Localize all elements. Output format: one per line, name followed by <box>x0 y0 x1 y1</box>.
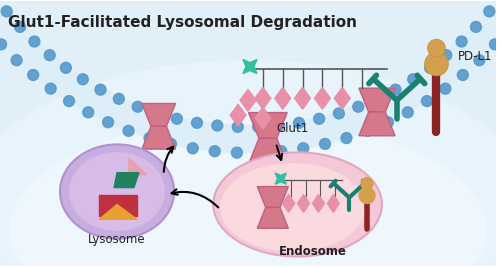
Circle shape <box>28 69 38 80</box>
Circle shape <box>102 117 114 128</box>
Text: Glut1-Facilitated Lysosomal Degradation: Glut1-Facilitated Lysosomal Degradation <box>8 15 357 30</box>
Circle shape <box>458 69 468 80</box>
Circle shape <box>361 178 373 190</box>
Circle shape <box>44 50 55 61</box>
Circle shape <box>192 117 202 128</box>
Circle shape <box>83 107 94 118</box>
Circle shape <box>14 21 26 32</box>
Circle shape <box>372 93 382 104</box>
Circle shape <box>144 133 155 144</box>
Circle shape <box>484 6 495 17</box>
Circle shape <box>188 143 198 154</box>
Circle shape <box>95 84 106 95</box>
Polygon shape <box>114 173 139 187</box>
Circle shape <box>45 83 56 94</box>
Circle shape <box>114 93 124 104</box>
Circle shape <box>456 36 467 47</box>
Circle shape <box>60 62 72 73</box>
Circle shape <box>441 50 452 61</box>
Polygon shape <box>240 89 256 111</box>
Circle shape <box>276 146 286 157</box>
Circle shape <box>253 121 264 132</box>
Circle shape <box>254 147 264 158</box>
Circle shape <box>408 74 418 85</box>
Circle shape <box>298 143 308 154</box>
Polygon shape <box>294 87 310 109</box>
Ellipse shape <box>70 153 164 230</box>
Circle shape <box>390 84 401 95</box>
Polygon shape <box>312 194 324 212</box>
Polygon shape <box>258 187 288 207</box>
Polygon shape <box>230 104 246 126</box>
Circle shape <box>212 120 223 131</box>
Ellipse shape <box>10 120 486 267</box>
Text: Lysosome: Lysosome <box>88 233 146 246</box>
Circle shape <box>359 187 375 203</box>
Text: PD-L1: PD-L1 <box>458 50 493 62</box>
Polygon shape <box>248 113 287 138</box>
Polygon shape <box>248 138 287 164</box>
Circle shape <box>152 108 162 119</box>
Circle shape <box>490 39 500 50</box>
Circle shape <box>273 120 284 131</box>
Circle shape <box>341 133 352 144</box>
Polygon shape <box>142 104 176 126</box>
Polygon shape <box>255 87 271 109</box>
Circle shape <box>232 121 243 132</box>
Polygon shape <box>359 112 395 136</box>
Polygon shape <box>334 87 350 109</box>
Polygon shape <box>275 173 286 184</box>
Polygon shape <box>258 207 288 228</box>
Circle shape <box>294 117 304 128</box>
Circle shape <box>440 83 451 94</box>
Text: Endosome: Endosome <box>278 245 346 258</box>
Circle shape <box>123 125 134 136</box>
Circle shape <box>11 55 22 66</box>
Circle shape <box>232 147 242 158</box>
Circle shape <box>0 39 6 50</box>
Polygon shape <box>314 87 330 109</box>
Text: Glut1: Glut1 <box>276 121 309 135</box>
Circle shape <box>172 113 182 124</box>
Circle shape <box>402 107 413 118</box>
Circle shape <box>362 125 373 136</box>
Circle shape <box>422 96 432 107</box>
Ellipse shape <box>60 144 174 239</box>
Circle shape <box>132 101 143 112</box>
Polygon shape <box>275 87 290 109</box>
Ellipse shape <box>0 61 500 267</box>
Polygon shape <box>99 205 137 219</box>
Ellipse shape <box>220 164 364 251</box>
Circle shape <box>1 6 12 17</box>
Polygon shape <box>243 60 257 73</box>
Circle shape <box>382 117 394 128</box>
Polygon shape <box>255 107 271 129</box>
Circle shape <box>424 52 448 76</box>
Circle shape <box>470 21 482 32</box>
Polygon shape <box>298 194 310 212</box>
Circle shape <box>334 108 344 119</box>
Polygon shape <box>142 126 176 149</box>
Polygon shape <box>328 194 340 212</box>
Ellipse shape <box>214 152 382 257</box>
Circle shape <box>428 39 446 57</box>
Circle shape <box>29 36 40 47</box>
Bar <box>99 194 137 216</box>
Polygon shape <box>282 194 294 212</box>
Polygon shape <box>0 0 500 153</box>
Polygon shape <box>129 158 147 175</box>
Circle shape <box>320 138 330 149</box>
Circle shape <box>424 62 436 73</box>
Circle shape <box>314 113 324 124</box>
Circle shape <box>474 55 485 66</box>
Circle shape <box>166 138 176 149</box>
Polygon shape <box>359 88 395 112</box>
Circle shape <box>64 96 74 107</box>
Circle shape <box>210 146 220 157</box>
Circle shape <box>496 0 500 1</box>
Circle shape <box>78 74 88 85</box>
Circle shape <box>353 101 364 112</box>
